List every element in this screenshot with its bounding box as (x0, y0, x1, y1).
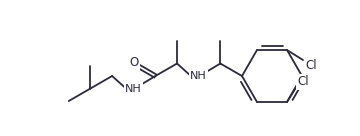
Text: NH: NH (125, 84, 142, 94)
Text: Cl: Cl (305, 58, 317, 72)
Text: NH: NH (190, 71, 207, 81)
Text: O: O (130, 56, 139, 69)
Text: Cl: Cl (297, 75, 309, 89)
